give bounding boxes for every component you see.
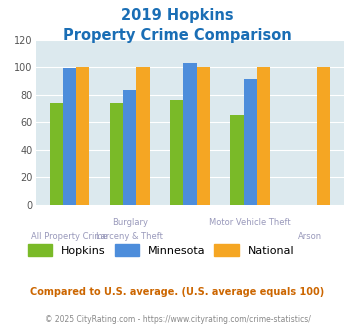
Bar [76,67,89,205]
Text: Arson: Arson [298,232,322,241]
Bar [136,67,149,205]
Bar [50,103,63,205]
Bar [244,80,257,205]
Bar [110,103,123,205]
Legend: Hopkins, Minnesota, National: Hopkins, Minnesota, National [23,240,299,260]
Bar [170,100,183,205]
Text: Motor Vehicle Theft: Motor Vehicle Theft [209,218,291,227]
Text: 2019 Hopkins: 2019 Hopkins [121,8,234,23]
Text: Property Crime Comparison: Property Crime Comparison [63,28,292,43]
Bar [123,90,136,205]
Text: Compared to U.S. average. (U.S. average equals 100): Compared to U.S. average. (U.S. average … [31,287,324,297]
Bar [230,115,244,205]
Text: Larceny & Theft: Larceny & Theft [96,232,163,241]
Bar [63,69,76,205]
Bar [183,63,197,205]
Text: © 2025 CityRating.com - https://www.cityrating.com/crime-statistics/: © 2025 CityRating.com - https://www.city… [45,315,310,324]
Bar [197,67,210,205]
Bar [317,67,330,205]
Bar [257,67,270,205]
Text: Burglary: Burglary [112,218,148,227]
Text: All Property Crime: All Property Crime [31,232,108,241]
